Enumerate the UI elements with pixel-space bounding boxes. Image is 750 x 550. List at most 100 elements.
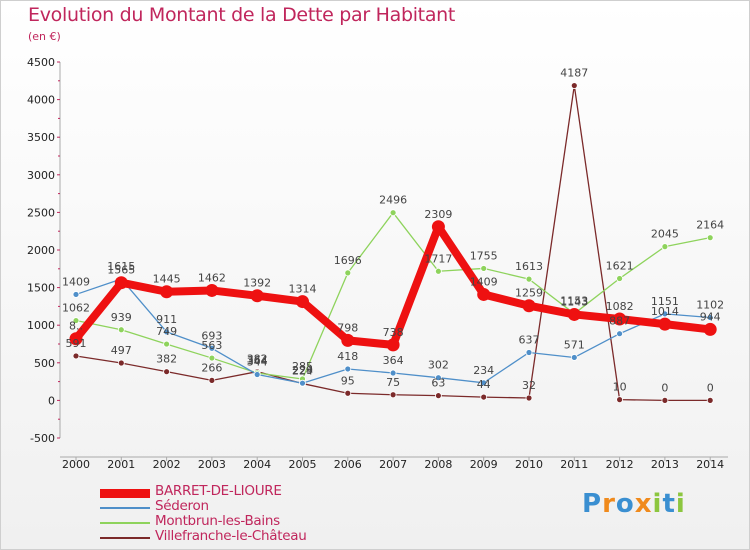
data-label: 8.. — [69, 320, 83, 333]
legend-swatch — [100, 489, 150, 498]
data-label: 1696 — [334, 254, 362, 267]
data-label: 1613 — [515, 260, 543, 273]
data-point — [434, 392, 442, 400]
data-label: 2309 — [424, 208, 452, 221]
data-label: 563 — [201, 339, 222, 352]
data-point — [72, 317, 80, 324]
data-point — [72, 291, 80, 298]
data-label: 2164 — [696, 219, 724, 232]
data-point — [299, 379, 306, 387]
x-tick-label: 2007 — [379, 458, 407, 471]
series-layer — [69, 82, 717, 404]
legend-swatch — [100, 507, 150, 509]
x-tick-label: 2011 — [560, 458, 588, 471]
legend-label: Séderon — [155, 498, 209, 514]
data-label: 1102 — [696, 299, 724, 312]
x-tick-label: 2014 — [696, 458, 724, 471]
series-s-deron — [72, 275, 714, 387]
data-point — [208, 354, 216, 362]
chart-title: Evolution du Montant de la Dette par Hab… — [28, 4, 456, 26]
brand-letter: o — [615, 489, 635, 519]
y-tick-label: 3500 — [27, 131, 55, 144]
data-label: 229 — [292, 364, 313, 377]
series-barret-de-lioure — [69, 220, 717, 352]
data-label: 44 — [477, 378, 491, 391]
data-label: 10 — [613, 381, 627, 394]
data-point — [389, 391, 397, 399]
data-label: 4187 — [560, 67, 588, 80]
data-point — [703, 322, 717, 336]
data-label: 0 — [707, 381, 714, 394]
data-label: 939 — [111, 311, 132, 324]
brand-letter: r — [602, 489, 616, 519]
data-point — [160, 285, 174, 299]
brand-letter: i — [652, 489, 663, 519]
data-label: 749 — [156, 325, 177, 338]
chart-unit-label: (en €) — [28, 30, 61, 43]
data-label: 1755 — [470, 249, 498, 262]
data-point — [616, 275, 623, 282]
data-label: 738 — [383, 326, 404, 339]
x-tick-label: 2013 — [651, 458, 679, 471]
data-point — [341, 333, 355, 347]
data-point — [613, 312, 627, 326]
data-label: 1615 — [107, 260, 135, 273]
x-tick-label: 2008 — [424, 458, 452, 471]
data-label: 382 — [247, 353, 268, 366]
legend-label: Montbrun-les-Bains — [155, 513, 280, 529]
y-tick-label: 1000 — [27, 319, 55, 332]
data-point — [389, 209, 397, 217]
data-point — [567, 307, 581, 321]
data-label: 1082 — [606, 300, 634, 313]
data-label: 571 — [564, 338, 585, 351]
data-label: 302 — [428, 359, 449, 372]
data-label: 234 — [473, 364, 494, 377]
x-tick-label: 2003 — [198, 458, 226, 471]
data-point — [570, 82, 578, 89]
x-tick-label: 2009 — [470, 458, 498, 471]
y-tick-label: 2500 — [27, 206, 55, 219]
data-label: 1153 — [560, 295, 588, 308]
data-label: 364 — [383, 354, 404, 367]
y-tick-label: 4000 — [27, 94, 55, 107]
data-label: 266 — [201, 361, 222, 374]
data-point — [661, 396, 669, 404]
data-point — [525, 394, 533, 402]
data-label: 32 — [522, 379, 536, 392]
x-tick-label: 2002 — [153, 458, 181, 471]
x-tick-label: 2005 — [289, 458, 317, 471]
data-point — [706, 314, 714, 321]
data-point — [208, 376, 216, 384]
data-label: 75 — [386, 376, 400, 389]
data-label: 2496 — [379, 194, 407, 207]
data-point — [525, 275, 533, 283]
y-tick-label: 4500 — [27, 56, 55, 69]
y-tick-label: 0 — [48, 394, 55, 407]
data-point — [658, 317, 672, 331]
data-point — [434, 267, 442, 275]
data-point — [706, 234, 714, 242]
chart-axes: -500050010001500200025003000350040004500… — [27, 56, 728, 471]
data-label: 1143 — [560, 295, 588, 308]
data-label: 591 — [66, 337, 87, 350]
data-point — [706, 396, 714, 404]
x-tick-label: 2001 — [107, 458, 135, 471]
data-label: 911 — [156, 313, 177, 326]
data-label: 1621 — [606, 260, 634, 273]
data-label: 1014 — [651, 305, 679, 318]
data-point — [386, 338, 400, 352]
data-label: 497 — [111, 344, 132, 357]
data-point — [480, 265, 488, 272]
data-label: 0 — [661, 381, 668, 394]
y-tick-label: 2000 — [27, 244, 55, 257]
data-label: 285 — [292, 360, 313, 373]
data-point — [344, 269, 352, 277]
data-label: 637 — [519, 333, 540, 346]
data-label: 1409 — [470, 275, 498, 288]
data-label: 95 — [341, 374, 355, 387]
data-label: 798 — [337, 321, 358, 334]
data-point — [296, 295, 309, 309]
data-point — [250, 289, 264, 303]
data-point — [72, 352, 80, 360]
x-tick-label: 2010 — [515, 458, 543, 471]
